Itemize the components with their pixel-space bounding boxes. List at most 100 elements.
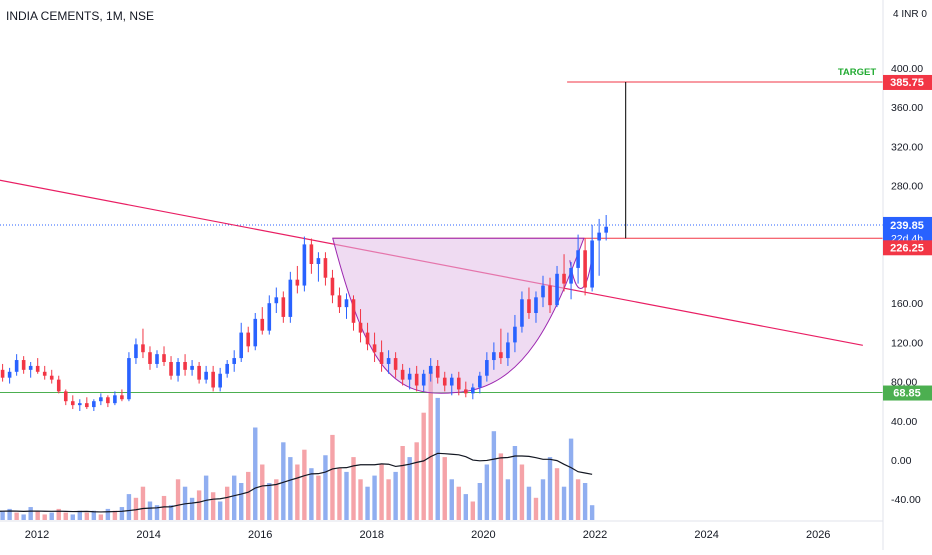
volume-bar: [589, 505, 595, 520]
volume-tick-label: -40.00: [891, 494, 921, 506]
candle: [386, 350, 391, 374]
price-candles: [0, 215, 608, 411]
price-tick-label: 120.00: [891, 337, 923, 349]
volume-bar: [217, 501, 223, 520]
candle: [63, 389, 68, 406]
candle: [225, 360, 229, 378]
volume-bar: [84, 512, 90, 520]
volume-bar: [491, 431, 497, 520]
breakout-price-tag: 226.25: [883, 240, 932, 256]
candle: [183, 354, 187, 376]
volume-bar: [372, 475, 377, 520]
volume-bar: [386, 479, 391, 520]
candle: [92, 399, 96, 411]
volume-bar: [337, 468, 342, 520]
candle: [485, 352, 489, 382]
candle: [197, 362, 201, 384]
last-price-tag: 239.85: [890, 220, 924, 232]
candle: [309, 238, 314, 274]
volume-bar: [498, 453, 504, 520]
candle: [85, 397, 89, 410]
volume-moving-average: [0, 452, 593, 513]
candle: [302, 236, 307, 292]
candle: [288, 271, 293, 323]
candle: [365, 322, 370, 351]
candle: [372, 332, 377, 362]
candle: [506, 332, 510, 366]
volume-bar: [316, 475, 321, 520]
candle: [295, 265, 300, 294]
candle: [499, 328, 503, 364]
candle: [56, 375, 61, 394]
volume-bar: [330, 434, 335, 520]
target-label: TARGET: [838, 67, 877, 78]
candle: [211, 365, 215, 392]
candle: [604, 215, 608, 241]
candle: [169, 356, 173, 380]
time-tick-label: 2024: [694, 529, 718, 541]
time-tick-label: 2012: [25, 529, 49, 541]
volume-bar: [196, 490, 202, 520]
candle: [597, 218, 601, 276]
volume-bar: [428, 372, 433, 520]
price-tick-label: 400.00: [891, 63, 923, 75]
volume-bar: [379, 464, 384, 520]
volume-bar: [358, 479, 363, 520]
candle: [527, 287, 531, 319]
volume-bar: [203, 475, 209, 520]
volume-bar: [344, 471, 349, 520]
volume-ma-line: [0, 452, 593, 513]
volume-bar: [484, 464, 490, 520]
volume-bar: [407, 457, 412, 520]
cup-shape: [332, 237, 585, 394]
candle: [281, 291, 286, 323]
candle: [534, 291, 538, 323]
volume-bar: [295, 464, 300, 520]
candle: [106, 395, 110, 408]
volume-bar: [575, 479, 581, 520]
candle: [239, 322, 244, 362]
volume-bar: [449, 479, 454, 520]
volume-bar: [281, 442, 286, 520]
candle: [253, 313, 258, 351]
volume-bar: [28, 507, 33, 520]
candle: [274, 287, 279, 313]
candle: [576, 234, 580, 284]
candle: [337, 287, 342, 313]
volume-bar: [554, 468, 560, 520]
price-tick-label: 360.00: [891, 102, 923, 114]
volume-bar: [421, 412, 426, 520]
candle: [471, 383, 475, 400]
volume-bar: [246, 471, 251, 520]
volume-bar: [147, 501, 153, 520]
volume-bar: [140, 486, 146, 520]
chart-title: INDIA CEMENTS, 1M, NSE: [6, 9, 155, 23]
candle: [246, 326, 251, 353]
svg-text:68.85: 68.85: [893, 388, 921, 400]
candle: [358, 309, 363, 343]
volume-bar: [7, 508, 12, 520]
candle: [379, 340, 384, 372]
candle: [428, 358, 433, 382]
volume-bar: [435, 397, 440, 520]
volume-bar: [533, 497, 539, 520]
svg-text:385.75: 385.75: [890, 77, 924, 89]
time-tick-label: 2014: [136, 529, 160, 541]
candle: [127, 352, 131, 402]
volume-bar: [91, 510, 97, 520]
volume-bar: [70, 514, 75, 520]
price-tick-label: 280.00: [891, 181, 923, 193]
volume-bar: [98, 514, 104, 520]
candle: [513, 314, 517, 353]
volume-bar: [561, 486, 567, 520]
volume-bar: [393, 471, 398, 520]
volume-bar: [231, 475, 237, 520]
candle: [323, 252, 328, 286]
svg-text:226.25: 226.25: [890, 242, 924, 254]
volume-bar: [309, 468, 314, 520]
candle: [120, 389, 124, 402]
candle: [569, 262, 573, 300]
